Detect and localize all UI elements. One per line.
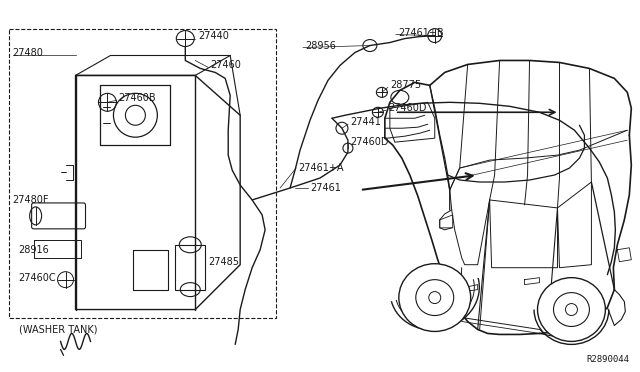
Text: 28775: 28775	[390, 80, 421, 90]
Text: 27460D: 27460D	[388, 103, 426, 113]
Text: 27461+B: 27461+B	[398, 28, 444, 38]
Text: 27480F: 27480F	[13, 195, 49, 205]
Text: 27460C: 27460C	[19, 273, 56, 283]
Ellipse shape	[399, 264, 470, 331]
Ellipse shape	[538, 278, 605, 341]
Text: 27480: 27480	[13, 48, 44, 58]
Text: R2890044: R2890044	[586, 355, 629, 364]
Text: 28916: 28916	[19, 245, 49, 255]
Text: 27485: 27485	[208, 257, 239, 267]
Text: 27440: 27440	[198, 31, 229, 41]
Bar	[175, 245, 205, 290]
Text: (WASHER TANK): (WASHER TANK)	[19, 324, 97, 334]
Text: 27441: 27441	[350, 117, 381, 127]
Text: 27461+A: 27461+A	[298, 163, 344, 173]
Bar	[9, 29, 276, 318]
Text: 27460: 27460	[210, 61, 241, 70]
Text: 27460D: 27460D	[350, 137, 388, 147]
Text: 27460B: 27460B	[118, 93, 156, 103]
Text: 28956: 28956	[305, 41, 336, 51]
Text: 27461: 27461	[310, 183, 341, 193]
